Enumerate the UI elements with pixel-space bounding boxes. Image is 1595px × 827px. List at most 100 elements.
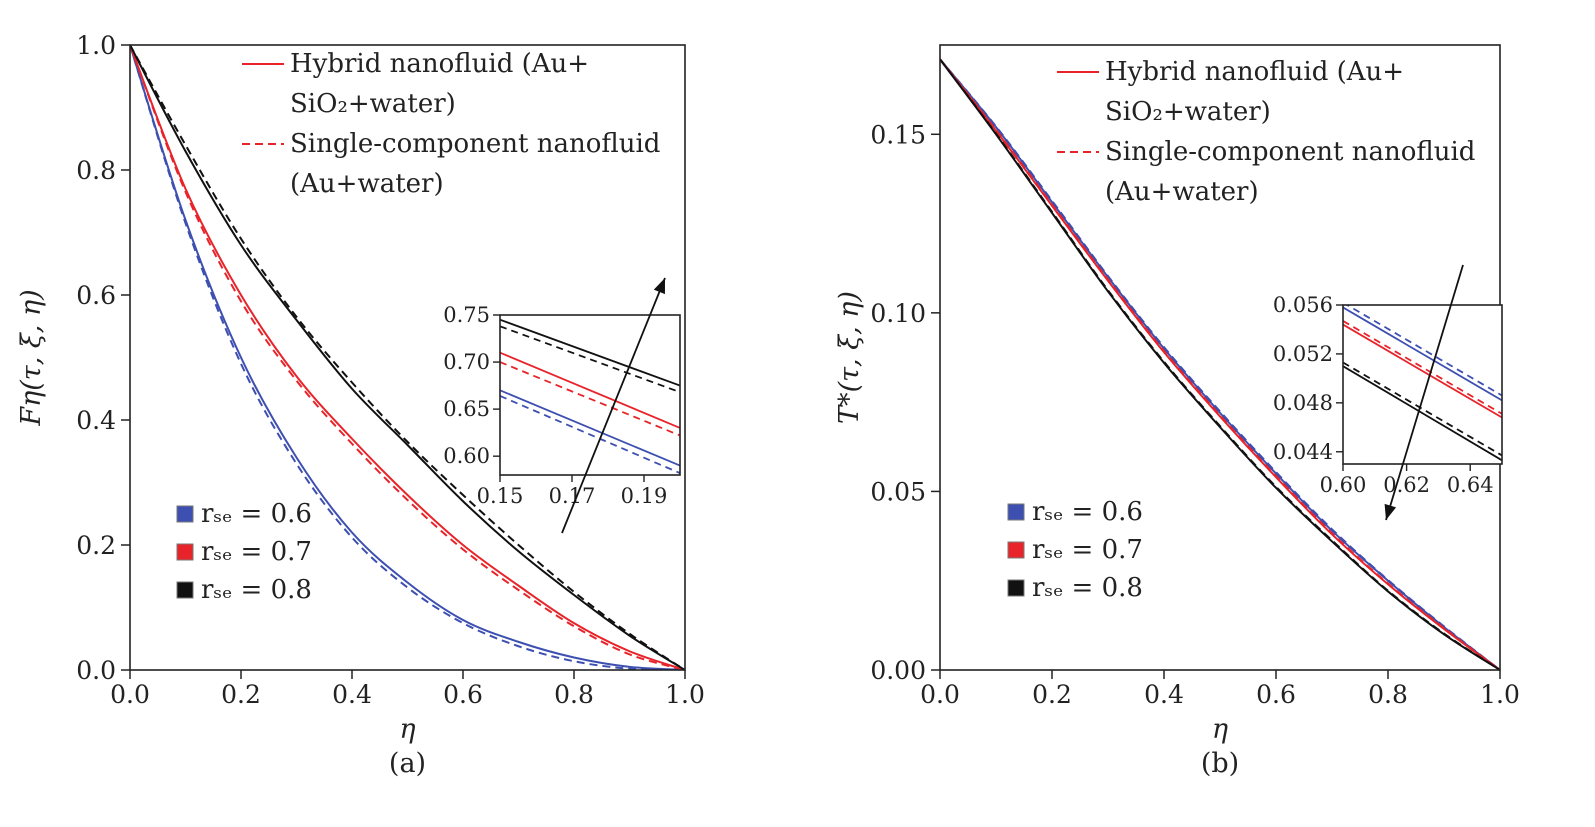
inset-line-blue-dashed: [500, 395, 680, 474]
y-tick-label: 0.4: [76, 406, 116, 435]
inset-plot: 0.15 0.17 0.19 0.60 0.65 0.70 0.75: [443, 303, 681, 508]
legend-rsq-label: rₛₑ = 0.8: [1032, 573, 1143, 603]
inset-y-tick-label: 0.044: [1273, 440, 1333, 464]
rsq-legend: rₛₑ = 0.6 rₛₑ = 0.7 rₛₑ = 0.8: [1007, 497, 1143, 603]
x-axis-label: η: [1212, 714, 1228, 745]
legend-rsq-label: rₛₑ = 0.8: [201, 575, 312, 605]
y-tick-label: 0.6: [76, 281, 116, 310]
legend-swatch-red: [1007, 541, 1025, 559]
y-tick-label: 0.05: [870, 477, 926, 506]
arrow-head: [653, 278, 665, 295]
inset-y-tick-label: 0.65: [443, 397, 490, 421]
inset-y-tick-label: 0.70: [443, 350, 490, 374]
inset-line-black-solid: [1343, 365, 1502, 462]
series-line-black-dashed: [130, 45, 685, 670]
y-tick-label: 0.15: [870, 120, 926, 149]
inset-line-red-dashed: [1343, 320, 1502, 415]
inset-series-group: [1343, 305, 1502, 462]
legend-swatch-black: [1007, 579, 1025, 597]
rsq-legend: rₛₑ = 0.6 rₛₑ = 0.7 rₛₑ = 0.8: [176, 499, 312, 605]
legend-swatch-red: [176, 543, 194, 561]
arrow-shaft: [1385, 264, 1464, 521]
y-axis-label: Fη(τ, ξ, η): [16, 289, 47, 426]
inset-y-tick-label: 0.60: [443, 444, 490, 468]
y-tick-label: 0.00: [870, 656, 926, 685]
inset-line-black-solid: [500, 318, 680, 387]
linestyle-legend: Hybrid nanofluid (Au+ SiO₂+water) Single-c…: [1057, 57, 1475, 207]
y-tick-label: 0.8: [76, 156, 116, 185]
panel-label: (a): [389, 748, 426, 779]
y-tick-label: 0.10: [870, 299, 926, 328]
x-tick-label: 0.8: [554, 680, 594, 709]
series-line-black-solid: [130, 45, 685, 670]
legend-rsq-label: rₛₑ = 0.7: [1032, 535, 1143, 565]
x-tick-label: 0.0: [110, 680, 150, 709]
inset-background: [1343, 305, 1502, 464]
inset-y-tick-label: 0.75: [443, 303, 490, 327]
inset-x-tick-label: 0.19: [621, 484, 668, 508]
legend-swatch-blue: [1007, 503, 1025, 521]
inset-background: [500, 315, 680, 475]
panel-b: 0.0 0.2 0.4 0.6 0.8 1.0 0.00 0.05 0.10 0.15 η T*(τ,…: [834, 44, 1520, 779]
plot-frame: [129, 44, 686, 671]
inset-plot: 0.60 0.62 0.64 0.044 0.048 0.052 0.056: [1273, 293, 1503, 497]
inset-x-tick-label: 0.17: [549, 484, 596, 508]
series-line-red-dashed: [130, 45, 685, 670]
legend-rsq-label: rₛₑ = 0.7: [201, 537, 312, 567]
series-line-blue-dashed: [940, 58, 1500, 670]
legend-single-label-2: (Au+water): [1105, 177, 1259, 207]
legend-swatch-blue: [176, 505, 194, 523]
panel-a: 0.0 0.2 0.4 0.6 0.8 1.0 0.0 0.2 0.4 0.6 0.8 1.0 η Fη(…: [16, 31, 705, 779]
series-line-blue-dashed: [130, 45, 685, 670]
linestyle-legend: Hybrid nanofluid (Au+ SiO₂+water) Single-c…: [242, 49, 660, 199]
inset-y-tick-label: 0.052: [1273, 342, 1333, 366]
series-line-black-solid: [940, 58, 1500, 670]
inset-line-red-solid: [1343, 323, 1502, 419]
inset-line-red-dashed: [500, 361, 680, 437]
inset-y-tick-label: 0.056: [1273, 293, 1333, 317]
inset-line-blue-solid: [500, 389, 680, 467]
legend-rsq-label: rₛₑ = 0.6: [1032, 497, 1143, 527]
inset-x-tick-label: 0.60: [1320, 473, 1367, 497]
y-tick-label: 0.0: [76, 656, 116, 685]
inset-line-blue-solid: [1343, 306, 1502, 402]
x-tick-label: 1.0: [665, 680, 705, 709]
inset-x-tick-label: 0.15: [477, 484, 524, 508]
x-tick-label: 0.6: [443, 680, 483, 709]
arrow-head: [1384, 503, 1397, 520]
trend-arrow: [561, 277, 666, 534]
series-line-red-solid: [130, 45, 685, 670]
x-tick-label: 1.0: [1480, 680, 1520, 709]
legend-single-label-2: (Au+water): [290, 169, 444, 199]
inset-line-black-dashed: [500, 325, 680, 394]
legend-hybrid-label-1: Hybrid nanofluid (Au+: [290, 49, 589, 79]
x-tick-label: 0.4: [332, 680, 372, 709]
inset-frame: [499, 314, 681, 476]
y-tick-label: 1.0: [76, 31, 116, 60]
y-tick-label: 0.2: [76, 531, 116, 560]
inset-line-red-solid: [500, 351, 680, 429]
legend-swatch-black: [176, 581, 194, 599]
x-axis-label: η: [399, 714, 415, 745]
inset-line-black-dashed: [1343, 361, 1502, 457]
series-line-blue-solid: [130, 45, 685, 670]
series-group: [940, 58, 1500, 670]
inset-y-tick-label: 0.048: [1273, 391, 1333, 415]
x-tick-label: 0.4: [1144, 680, 1184, 709]
legend-rsq-label: rₛₑ = 0.6: [201, 499, 312, 529]
legend-single-label-1: Single-component nanofluid: [1105, 137, 1475, 167]
legend-hybrid-label-1: Hybrid nanofluid (Au+: [1105, 57, 1404, 87]
inset-x-tick-label: 0.64: [1447, 473, 1494, 497]
x-tick-label: 0.0: [920, 680, 960, 709]
legend-hybrid-label-2: SiO₂+water): [1105, 97, 1271, 127]
inset-frame: [1342, 304, 1503, 465]
inset-series-group: [500, 318, 680, 474]
series-line-red-dashed: [940, 58, 1500, 670]
x-tick-label: 0.2: [1032, 680, 1072, 709]
inset-x-tick-label: 0.62: [1383, 473, 1430, 497]
legend-hybrid-label-2: SiO₂+water): [290, 89, 456, 119]
panel-label: (b): [1201, 748, 1239, 779]
inset-line-blue-dashed: [1345, 305, 1502, 397]
y-axis-label: T*(τ, ξ, η): [834, 291, 865, 424]
